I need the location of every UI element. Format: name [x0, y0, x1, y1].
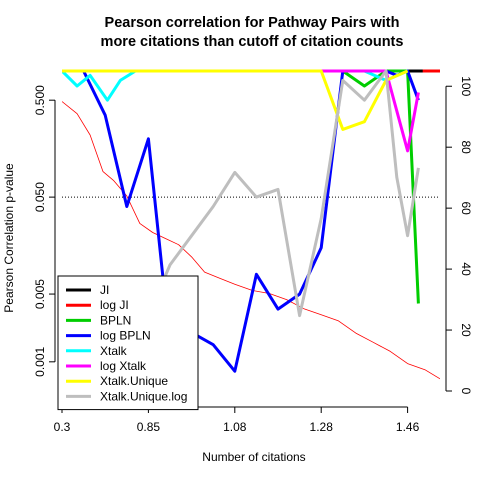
axes: 0.001 0.005 0.050 0.500 0 20 40 60 80 100 0.3 0.85 1…: [33, 76, 473, 434]
x-tick-label: 0.85: [137, 420, 161, 434]
plot-area: [62, 69, 440, 380]
y-right-tick-label: 40: [459, 262, 473, 276]
y-left-tick-label: 0.500: [33, 85, 47, 115]
y-right-tick-label: 100: [459, 76, 473, 96]
chart-title-line-1: Pearson correlation for Pathway Pairs wi…: [105, 15, 400, 31]
y-right-tick-label: 80: [459, 141, 473, 155]
y-left-tick-label: 0.050: [33, 182, 47, 212]
legend-label-log-xtalk: log Xtalk: [100, 359, 147, 373]
series-line-xtalk: [62, 69, 409, 102]
legend-label-xtalk-unique: Xtalk.Unique: [100, 374, 168, 388]
legend-box: [57, 275, 199, 411]
y-left-tick-label: 0.005: [33, 279, 47, 309]
x-tick-label: 0.3: [54, 420, 71, 434]
series-line-cutoff-counts: [62, 101, 440, 380]
y-right-tick-label: 60: [459, 201, 473, 215]
x-axis-label: Number of citations: [202, 450, 305, 464]
x-tick-label: 1.28: [310, 420, 334, 434]
legend-label-log-ji: log JI: [100, 298, 129, 312]
x-tick-label: 1.08: [223, 420, 247, 434]
y-right-tick-label: 20: [459, 323, 473, 337]
chart-title-line-2: more citations than cutoff of citation c…: [101, 34, 404, 50]
y-axis-label: Pearson Correlation p-value: [2, 163, 16, 313]
legend-label-xtalk: Xtalk: [100, 344, 128, 358]
y-left-tick-label: 0.001: [33, 346, 47, 376]
legend-label-log-bpln: log BPLN: [100, 329, 151, 343]
series-line-log-xtalk: [62, 69, 420, 153]
series-line-bpln: [62, 69, 420, 304]
legend-label-ji: JI: [100, 283, 109, 297]
series-line-xtalk-unique: [62, 69, 409, 131]
legend-label-xtalk-unique-log: Xtalk.Unique.log: [100, 389, 187, 403]
x-tick-label: 1.46: [396, 420, 420, 434]
y-right-tick-label: 0: [459, 388, 473, 395]
legend-label-bpln: BPLN: [100, 313, 131, 327]
